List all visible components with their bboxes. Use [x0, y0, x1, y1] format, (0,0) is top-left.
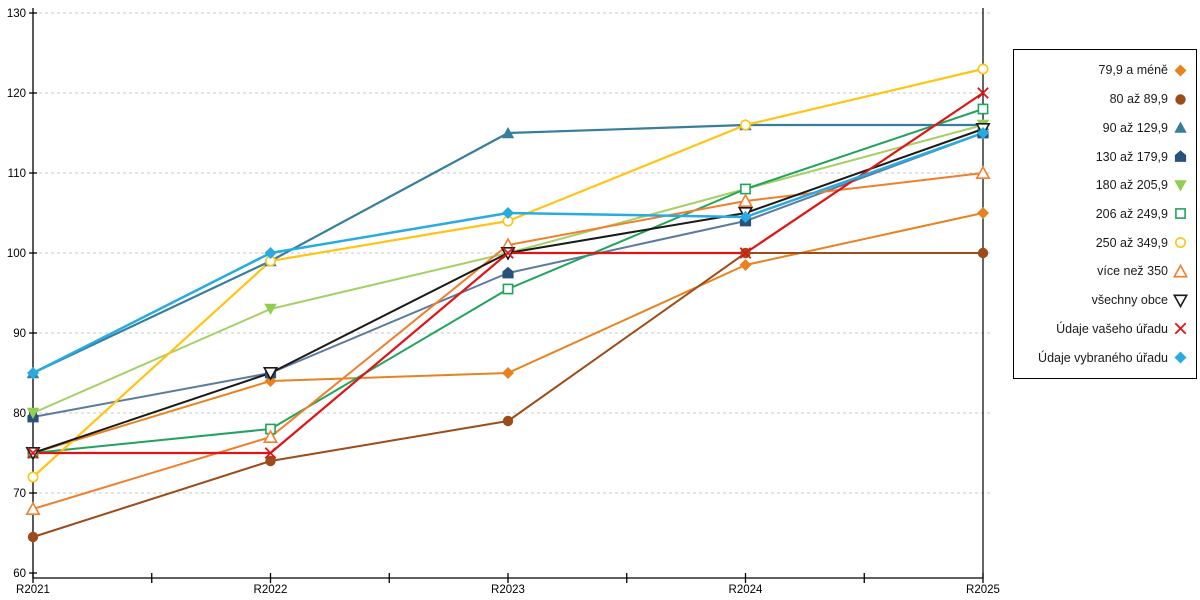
y-tick-label: 70: [13, 488, 26, 500]
legend-label: 206 až 249,9: [1095, 206, 1168, 221]
legend-marker-triangle-up-icon: [1174, 121, 1187, 133]
line-chart-plot: 60 70 80 90 100 110 120 130 R2021 R2022 R2023 R2024…: [7, 8, 1000, 596]
legend-marker-square-icon: [1175, 208, 1186, 220]
legend-item-9: Údaje vašeho úřadu: [1014, 321, 1196, 336]
y-tick-label: 120: [7, 88, 26, 100]
legend-label: Údaje vybraného úřadu: [1038, 350, 1168, 365]
y-tick-label: 80: [13, 408, 26, 420]
y-tick-label: 60: [13, 568, 26, 580]
series-markers-9: [27, 87, 989, 459]
legend-marker-x-icon: [1174, 322, 1187, 335]
legend-label: 180 až 205,9: [1095, 178, 1168, 193]
legend-label: 80 až 89,9: [1109, 92, 1168, 107]
series-markers-1: [27, 247, 989, 543]
legend-label: 79,9 a méně: [1098, 63, 1169, 78]
legend-item-3: 130 až 179,9: [1014, 149, 1196, 164]
series-markers-5: [27, 103, 989, 459]
x-tick-label: R2025: [966, 584, 1000, 596]
legend-item-6: 250 až 349,9: [1014, 235, 1196, 250]
legend-item-7: více než 350: [1014, 263, 1196, 279]
x-tick-label: R2024: [729, 584, 763, 596]
legend-item-5: 206 až 249,9: [1014, 206, 1196, 221]
legend-marker-triangle-down-icon: [1173, 294, 1188, 308]
legend-item-1: 80 až 89,9: [1014, 92, 1196, 107]
series-markers-7: [25, 165, 991, 516]
y-tick-label: 110: [8, 168, 26, 180]
legend-box: 79,9 a méně 80 až 89,9 90 až 129,9 130 až 1…: [1013, 49, 1197, 379]
legend-item-0: 79,9 a méně: [1014, 63, 1196, 78]
y-tick-label: 90: [13, 328, 26, 340]
x-tick-label: R2022: [254, 584, 288, 596]
x-tick-label: R2023: [491, 584, 525, 596]
legend-marker-circle-icon: [1175, 93, 1186, 105]
series-markers-6: [27, 63, 989, 483]
series-line-5: [32, 108, 984, 454]
y-tick-label: 130: [7, 8, 26, 20]
legend-marker-circle-icon: [1175, 237, 1186, 249]
legend-label: 130 až 179,9: [1095, 149, 1168, 164]
legend-marker-diamond-icon: [1174, 64, 1187, 77]
legend-item-10: Údaje vybraného úřadu: [1014, 350, 1196, 365]
y-axis: 60 70 80 90 100 110 120 130: [7, 8, 37, 580]
legend-marker-diamond-icon: [1174, 351, 1187, 364]
legend-label: 250 až 349,9: [1095, 235, 1168, 250]
legend-item-8: všechny obce: [1014, 293, 1196, 308]
x-axis: R2021 R2022 R2023 R2024 R2025: [16, 573, 1000, 596]
y-tick-label: 100: [7, 248, 26, 260]
series-line-1: [32, 252, 984, 538]
series-markers-10: [27, 127, 989, 379]
x-tick-label: R2021: [16, 584, 50, 596]
legend-marker-triangle-up-icon: [1173, 263, 1188, 278]
legend-label: Údaje vašeho úřadu: [1056, 321, 1168, 336]
legend-marker-pentagon-icon: [1174, 150, 1187, 162]
legend-label: více než 350: [1097, 264, 1168, 279]
legend-label: všechny obce: [1091, 293, 1168, 308]
legend-item-4: 180 až 205,9: [1014, 178, 1196, 193]
legend-label: 90 až 129,9: [1102, 120, 1168, 135]
legend-marker-triangle-down-icon: [1174, 180, 1187, 192]
legend-item-2: 90 až 129,9: [1014, 120, 1196, 135]
